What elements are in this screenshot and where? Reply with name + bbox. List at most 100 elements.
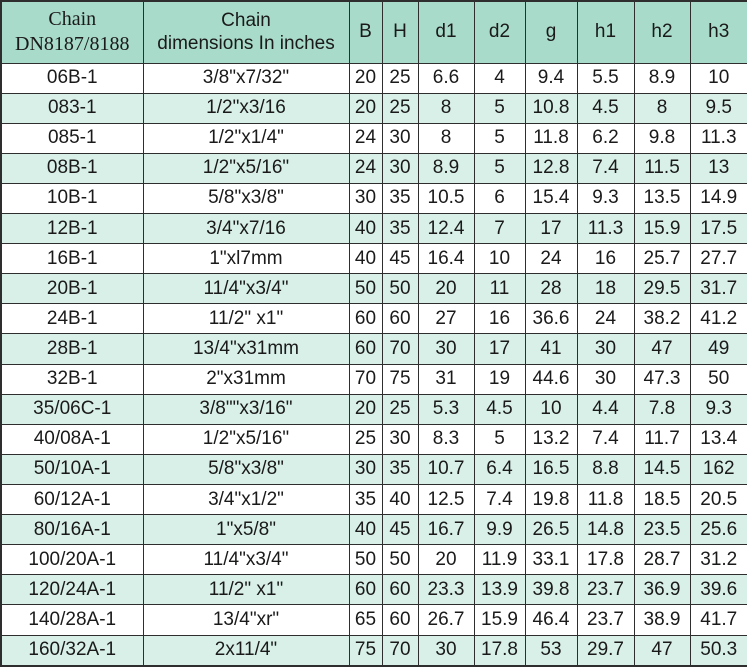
- cell-g: 33.1: [524, 544, 578, 576]
- cell-chain: 60/12A-1: [0, 484, 144, 516]
- cell-dims: 13/4"xr": [142, 604, 350, 636]
- cell-h1: 5.5: [576, 62, 635, 94]
- cell-h3: 49: [689, 333, 747, 365]
- cell-d1: 8.3: [417, 423, 475, 455]
- cell-B: 40: [348, 514, 383, 546]
- cell-h2: 47: [633, 333, 691, 365]
- cell-chain: 160/32A-1: [0, 634, 144, 667]
- table-row: 20B-1 11/4"x3/4" 50 50 20 11 28 18 29.5 31.7: [0, 273, 747, 305]
- cell-d2: 5: [473, 122, 526, 154]
- cell-d2: 9.9: [473, 514, 526, 546]
- cell-H: 35: [381, 213, 419, 245]
- cell-H: 25: [381, 62, 419, 94]
- cell-g: 10.8: [524, 92, 578, 124]
- cell-H: 75: [381, 363, 419, 395]
- cell-h2: 28.7: [633, 544, 691, 576]
- cell-h3: 39.6: [689, 574, 747, 606]
- cell-H: 45: [381, 243, 419, 275]
- cell-d2: 6: [473, 182, 526, 215]
- header-col-h2: h2: [633, 0, 691, 64]
- cell-h2: 7.8: [633, 393, 691, 425]
- table-row: 35/06C-1 3/8""x3/16" 20 25 5.3 4.5 10 4.4 7.8 9.3: [0, 393, 747, 425]
- cell-B: 75: [348, 634, 383, 667]
- cell-h3: 31.2: [689, 544, 747, 576]
- header-dims-column: Chain dimensions In inches: [142, 0, 350, 64]
- cell-H: 25: [381, 393, 419, 425]
- cell-B: 50: [348, 544, 383, 576]
- cell-chain: 24B-1: [0, 303, 144, 335]
- cell-h1: 23.7: [576, 574, 635, 606]
- table-body: 06B-1 3/8"x7/32" 20 25 6.6 4 9.4 5.5 8.9 10 083-1 1…: [0, 62, 747, 667]
- cell-h2: 25.7: [633, 243, 691, 275]
- cell-chain: 80/16A-1: [0, 514, 144, 546]
- table-row: 16B-1 1"xl7mm 40 45 16.4 10 24 16 25.7 27.7: [0, 243, 747, 275]
- cell-h2: 9.8: [633, 122, 691, 154]
- cell-H: 35: [381, 182, 419, 215]
- cell-dims: 2"x31mm: [142, 363, 350, 395]
- cell-d1: 12.5: [417, 484, 475, 516]
- cell-g: 36.6: [524, 303, 578, 335]
- cell-dims: 1/2"x1/4": [142, 122, 350, 154]
- cell-h1: 23.7: [576, 604, 635, 636]
- header-dims-line1: Chain: [221, 9, 271, 31]
- cell-g: 9.4: [524, 62, 578, 94]
- cell-h2: 38.2: [633, 303, 691, 335]
- cell-h2: 36.9: [633, 574, 691, 606]
- cell-h2: 29.5: [633, 273, 691, 305]
- cell-d2: 13.9: [473, 574, 526, 606]
- cell-h3: 13: [689, 152, 747, 184]
- cell-g: 53: [524, 634, 578, 667]
- cell-dims: 1/2"x5/16": [142, 152, 350, 184]
- cell-chain: 32B-1: [0, 363, 144, 395]
- cell-h1: 30: [576, 333, 635, 365]
- cell-d2: 17: [473, 333, 526, 365]
- cell-chain: 085-1: [0, 122, 144, 154]
- cell-H: 30: [381, 423, 419, 455]
- cell-B: 20: [348, 92, 383, 124]
- cell-h3: 50: [689, 363, 747, 395]
- cell-B: 65: [348, 604, 383, 636]
- cell-H: 70: [381, 333, 419, 365]
- cell-d2: 11.9: [473, 544, 526, 576]
- cell-B: 25: [348, 423, 383, 455]
- table-row: 06B-1 3/8"x7/32" 20 25 6.6 4 9.4 5.5 8.9 10: [0, 62, 747, 94]
- cell-dims: 5/8"x3/8": [142, 453, 350, 486]
- cell-g: 26.5: [524, 514, 578, 546]
- cell-d1: 8: [417, 92, 475, 124]
- cell-B: 24: [348, 122, 383, 154]
- cell-h3: 41.7: [689, 604, 747, 636]
- cell-d1: 12.4: [417, 213, 475, 245]
- header-chain-line2: DN8187/8188: [15, 33, 130, 56]
- cell-d1: 16.4: [417, 243, 475, 275]
- cell-d1: 6.6: [417, 62, 475, 94]
- cell-h3: 31.7: [689, 273, 747, 305]
- cell-B: 40: [348, 243, 383, 275]
- cell-H: 50: [381, 273, 419, 305]
- cell-h1: 17.8: [576, 544, 635, 576]
- table-row: 10B-1 5/8"x3/8" 30 35 10.5 6 15.4 9.3 13.5 14.9: [0, 182, 747, 215]
- cell-chain: 35/06C-1: [0, 393, 144, 425]
- cell-h3: 162: [689, 453, 747, 486]
- cell-chain: 16B-1: [0, 243, 144, 275]
- cell-h3: 17.5: [689, 213, 747, 245]
- cell-g: 19.8: [524, 484, 578, 516]
- cell-h2: 47.3: [633, 363, 691, 395]
- cell-h1: 18: [576, 273, 635, 305]
- table-row: 160/32A-1 2x11/4" 75 70 30 17.8 53 29.7 47 50.3: [0, 634, 747, 667]
- cell-chain: 08B-1: [0, 152, 144, 184]
- cell-H: 60: [381, 604, 419, 636]
- cell-H: 40: [381, 484, 419, 516]
- table-row: 08B-1 1/2"x5/16" 24 30 8.9 5 12.8 7.4 11.5 13: [0, 152, 747, 184]
- cell-H: 50: [381, 544, 419, 576]
- cell-B: 60: [348, 303, 383, 335]
- cell-g: 13.2: [524, 423, 578, 455]
- cell-B: 60: [348, 333, 383, 365]
- cell-dims: 3/8"x7/32": [142, 62, 350, 94]
- header-col-h1: h1: [576, 0, 635, 64]
- cell-H: 70: [381, 634, 419, 667]
- cell-h2: 11.7: [633, 423, 691, 455]
- cell-chain: 120/24A-1: [0, 574, 144, 606]
- cell-d1: 10.7: [417, 453, 475, 486]
- cell-H: 60: [381, 303, 419, 335]
- table-row: 40/08A-1 1/2"x5/16" 25 30 8.3 5 13.2 7.4 11.7 13.…: [0, 423, 747, 455]
